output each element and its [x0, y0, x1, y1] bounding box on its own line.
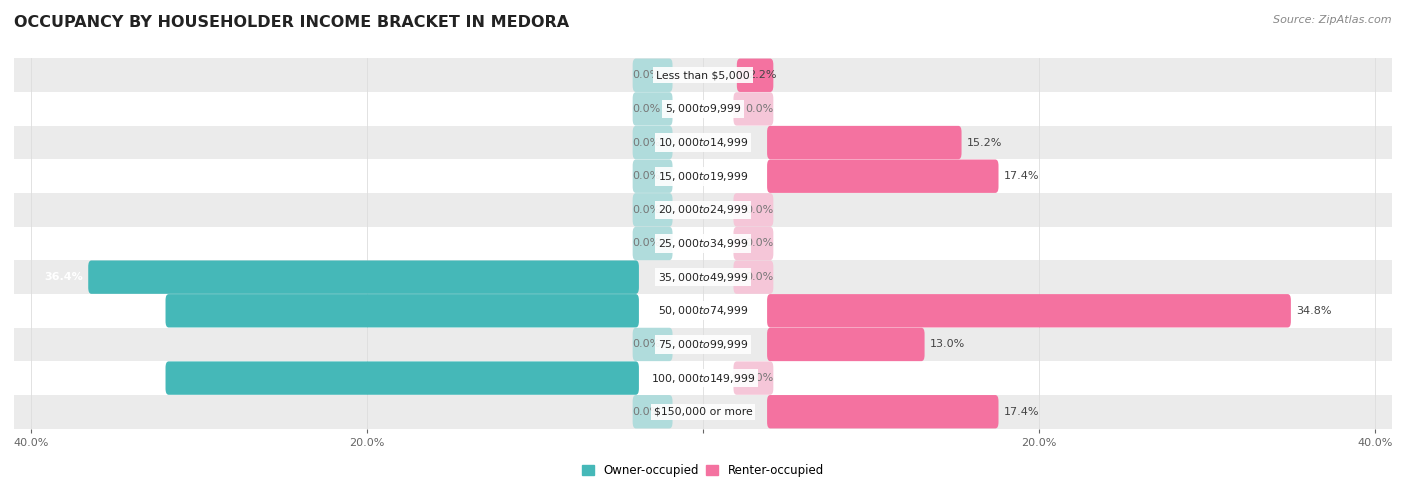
FancyBboxPatch shape: [166, 294, 638, 327]
FancyBboxPatch shape: [734, 261, 773, 294]
FancyBboxPatch shape: [737, 58, 773, 92]
FancyBboxPatch shape: [166, 361, 638, 395]
Text: 17.4%: 17.4%: [1004, 171, 1039, 181]
FancyBboxPatch shape: [768, 395, 998, 429]
Text: OCCUPANCY BY HOUSEHOLDER INCOME BRACKET IN MEDORA: OCCUPANCY BY HOUSEHOLDER INCOME BRACKET …: [14, 15, 569, 30]
Text: $5,000 to $9,999: $5,000 to $9,999: [665, 102, 741, 115]
Text: 0.0%: 0.0%: [633, 407, 661, 417]
FancyBboxPatch shape: [734, 361, 773, 395]
Text: 0.0%: 0.0%: [633, 70, 661, 80]
FancyBboxPatch shape: [633, 328, 672, 361]
Text: 0.0%: 0.0%: [633, 239, 661, 248]
Text: Source: ZipAtlas.com: Source: ZipAtlas.com: [1274, 15, 1392, 25]
Text: 0.0%: 0.0%: [745, 239, 773, 248]
FancyBboxPatch shape: [633, 160, 672, 193]
Bar: [14, 126, 1392, 159]
Text: 0.0%: 0.0%: [633, 339, 661, 350]
Text: 0.0%: 0.0%: [745, 104, 773, 114]
Text: $50,000 to $74,999: $50,000 to $74,999: [658, 304, 748, 318]
Text: $25,000 to $34,999: $25,000 to $34,999: [658, 237, 748, 250]
FancyBboxPatch shape: [734, 92, 773, 126]
Text: $100,000 to $149,999: $100,000 to $149,999: [651, 372, 755, 385]
Text: Less than $5,000: Less than $5,000: [657, 70, 749, 80]
FancyBboxPatch shape: [633, 126, 672, 159]
Text: 13.0%: 13.0%: [929, 339, 965, 350]
Text: 0.0%: 0.0%: [633, 205, 661, 215]
Bar: [14, 261, 1392, 294]
Text: $150,000 or more: $150,000 or more: [654, 407, 752, 417]
FancyBboxPatch shape: [734, 193, 773, 226]
Text: $75,000 to $99,999: $75,000 to $99,999: [658, 338, 748, 351]
FancyBboxPatch shape: [633, 227, 672, 260]
Bar: [14, 58, 1392, 92]
Text: 15.2%: 15.2%: [967, 137, 1002, 148]
Text: 34.8%: 34.8%: [1296, 306, 1331, 316]
FancyBboxPatch shape: [633, 395, 672, 429]
Text: 0.0%: 0.0%: [745, 373, 773, 383]
FancyBboxPatch shape: [734, 227, 773, 260]
FancyBboxPatch shape: [768, 126, 962, 159]
Text: $15,000 to $19,999: $15,000 to $19,999: [658, 169, 748, 183]
Text: 31.8%: 31.8%: [122, 373, 160, 383]
Text: $35,000 to $49,999: $35,000 to $49,999: [658, 271, 748, 283]
Text: 17.4%: 17.4%: [1004, 407, 1039, 417]
Text: 2.2%: 2.2%: [748, 70, 778, 80]
Text: 0.0%: 0.0%: [633, 104, 661, 114]
FancyBboxPatch shape: [768, 160, 998, 193]
FancyBboxPatch shape: [89, 261, 638, 294]
FancyBboxPatch shape: [633, 193, 672, 226]
Text: 0.0%: 0.0%: [745, 205, 773, 215]
FancyBboxPatch shape: [768, 328, 925, 361]
FancyBboxPatch shape: [633, 92, 672, 126]
Text: 0.0%: 0.0%: [633, 171, 661, 181]
FancyBboxPatch shape: [768, 294, 1291, 327]
Text: 0.0%: 0.0%: [633, 137, 661, 148]
Legend: Owner-occupied, Renter-occupied: Owner-occupied, Renter-occupied: [578, 459, 828, 482]
Bar: [14, 328, 1392, 361]
Text: 31.8%: 31.8%: [122, 306, 160, 316]
Text: 36.4%: 36.4%: [44, 272, 83, 282]
FancyBboxPatch shape: [633, 58, 672, 92]
Text: $20,000 to $24,999: $20,000 to $24,999: [658, 204, 748, 216]
Bar: [14, 395, 1392, 429]
Bar: [14, 193, 1392, 226]
Text: 0.0%: 0.0%: [745, 272, 773, 282]
Text: $10,000 to $14,999: $10,000 to $14,999: [658, 136, 748, 149]
